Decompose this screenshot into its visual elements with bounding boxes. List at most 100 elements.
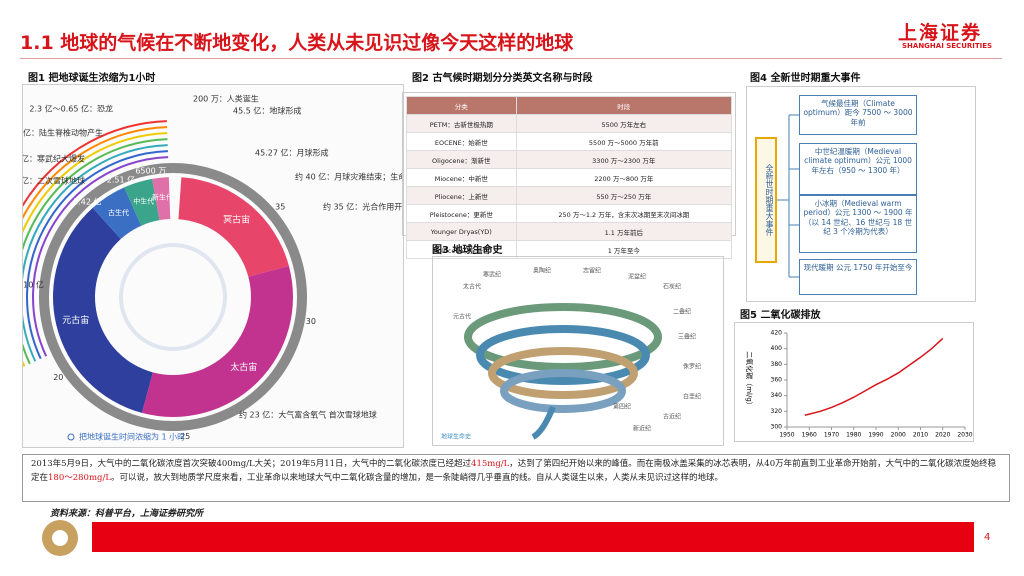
era-label: 寒武纪: [483, 271, 501, 279]
table-cell: 550 万～250 万年: [515, 186, 733, 205]
eon-label: 新生代: [152, 193, 173, 202]
divider: [20, 58, 1002, 59]
x-tick-label: 1960: [802, 432, 817, 439]
ring-label: 6500 万: [135, 166, 166, 175]
eon-label: 古生代: [108, 208, 129, 217]
table-cell: Oligocene：渐新世: [406, 150, 517, 169]
event-label: 45.27 亿：月球形成: [255, 148, 328, 158]
eon-segment: [178, 177, 289, 277]
era-label: 太古代: [463, 283, 481, 291]
ring-label: 25: [180, 432, 190, 441]
era-label: 侏罗纪: [683, 363, 701, 371]
header-row: 分类 时段: [406, 96, 733, 115]
table-cell: EOCENE：始新世: [406, 132, 517, 151]
event-box: 中世纪温暖期（Medieval climate optimum）公元 1000 …: [799, 143, 917, 195]
source: 资料来源：科普平台，上海证券研究所: [50, 509, 204, 519]
event-label: 约 3.8 亿：陆生脊椎动物产生: [23, 128, 103, 138]
header-cell: 时段: [515, 96, 733, 115]
event-box: 气候最佳期（Climate optimum）距今 7500 ～ 3000 年前: [799, 95, 917, 135]
event-label: 45.5 亿：地球形成: [233, 106, 301, 116]
table-row: EOCENE：始新世 5500 万～5000 万年前: [406, 132, 733, 151]
ring-label: 5.42 亿: [73, 196, 101, 206]
table-cell: Holocene：全新世: [406, 240, 517, 259]
event-label: 约 40 亿：月球灾难结束；生命产生: [295, 172, 403, 182]
text-run: ，达到了第四纪开始以来的峰值。而在南极冰盖采集的冰芯表明，从40万年前直到工业革…: [31, 459, 997, 483]
x-tick-label: 1980: [846, 432, 861, 439]
table-cell: 1.1 万年前后: [515, 222, 733, 241]
text-run: 180～280mg/L: [48, 472, 111, 483]
fig-title: 图5 二氧化碳排放: [740, 310, 821, 321]
eon-label: 冥古宙: [223, 213, 250, 225]
event-box: 现代暖期 公元 1750 年开始至今: [799, 259, 917, 295]
fig-title: 图2 古气候时期划分分类英文名称与时段: [412, 73, 593, 84]
event-label: 约 35 亿：光合作用开始: [323, 202, 403, 212]
event-label: 7.5 亿～6.35 亿：二次雪球地球: [23, 176, 85, 186]
fig1-frame: 冥古宙 太古宙 元古宙 古生代 中生代 新生代 35 30 25 20 10 亿 5.42 亿 2.51…: [0, 84, 422, 448]
eon-segment: [124, 178, 160, 226]
table-cell: 250 万～1.2 万年，含末次冰期至末次间冰期: [515, 204, 733, 223]
ring-label: 10 亿: [23, 279, 44, 289]
table-cell: Pliocene：上新世: [406, 186, 517, 205]
era-label: 古近纪: [663, 413, 681, 421]
eon-label: 中生代: [133, 196, 154, 205]
page-number: 4: [984, 532, 991, 543]
inner-circle: [119, 243, 227, 351]
era-label: 志留纪: [583, 267, 601, 275]
table-row: Oligocene：渐新世 3300 万～2300 万年: [406, 150, 733, 169]
era-label: 石炭纪: [663, 283, 681, 291]
era-label: 元古代: [453, 313, 471, 321]
table-cell: Pleistocene：更新世: [406, 204, 517, 223]
logo-en: SHANGHAI SECURITIES: [902, 42, 993, 50]
table-row: Holocene：全新世 1 万年至今: [406, 240, 733, 259]
spiral-tail: [531, 405, 556, 440]
fig3-frame: 太古代 元古代 寒武纪 奥陶纪 志留纪 泥盆纪 石炭纪 二叠纪 三叠纪 侏罗纪 白垩纪 古近纪 新近纪 第…: [432, 256, 724, 446]
spiral-band: [500, 369, 626, 413]
eon-segment: [53, 207, 153, 413]
y-tick-label: 300: [771, 424, 783, 431]
table-cell: 5500 万年左右: [515, 114, 733, 133]
spiral-band: [464, 303, 662, 371]
text-run: 415mg/L: [471, 459, 510, 469]
fig-title: 图3 地球生命史: [432, 245, 503, 256]
table-cell: PETM：古新世极热期: [406, 114, 517, 133]
logo: 上海证券: [898, 22, 983, 44]
table-row: PETM：古新世极热期 5500 万年左右: [406, 114, 733, 133]
eon-label: 太古宙: [230, 361, 257, 373]
table-cell: Miocene：中新世: [406, 168, 517, 187]
table-row: Miocene：中新世 2200 万～800 万年: [406, 168, 733, 187]
header-cell: 分类: [406, 96, 517, 115]
event-label: 约 23 亿：大气富含氧气 首次雪球地球: [239, 410, 377, 420]
x-tick-label: 1950: [779, 432, 794, 439]
connector: [777, 114, 799, 278]
y-tick-label: 340: [771, 392, 783, 399]
caption-dot: [67, 433, 75, 441]
fig5-frame: 300 320 340 360 380 400 420 1950 1960 1970 1980 199…: [734, 322, 974, 442]
era-label: 第四纪: [613, 403, 631, 411]
rainbow-arc: [26, 150, 168, 360]
ring-label: 20: [53, 373, 63, 382]
x-tick-label: 1970: [824, 432, 839, 439]
footer-bar: [92, 522, 974, 552]
caption: 地球生命史: [441, 433, 471, 441]
era-label: 白垩纪: [683, 393, 701, 401]
rainbow-arc: [20, 144, 168, 362]
caption: 把地球诞生时间浓缩为 1 小时: [79, 432, 185, 442]
period-table: 分类 时段 PETM：古新世极热期 5500 万年左右 EOCENE：始新世 5500 万…: [406, 96, 733, 259]
eon-segment: [92, 187, 142, 240]
connectors: [777, 114, 799, 278]
fig2-frame: 分类 时段 PETM：古新世极热期 5500 万年左右 EOCENE：始新世 5500 万…: [402, 92, 736, 259]
table-cell: 5500 万～5000 万年前: [515, 132, 733, 151]
era-label: 二叠纪: [673, 308, 691, 316]
eon-segment: [141, 265, 293, 417]
x-tick-label: 1990: [868, 432, 883, 439]
fig-title: 图4 全新世时期重大事件: [750, 73, 861, 84]
paragraph: 2013年5月9日，大气中的二氧化碳浓度首次突破400mg/L大关；2019年5…: [22, 454, 1010, 502]
spiral-band: [476, 325, 650, 385]
y-tick-label: 360: [771, 377, 783, 384]
y-tick-label: 320: [771, 408, 783, 415]
x-tick-label: 2030: [957, 432, 972, 439]
x-tick-label: 2000: [891, 432, 906, 439]
table-cell: 2200 万～800 万年: [515, 168, 733, 187]
eon-segment: [152, 177, 171, 221]
